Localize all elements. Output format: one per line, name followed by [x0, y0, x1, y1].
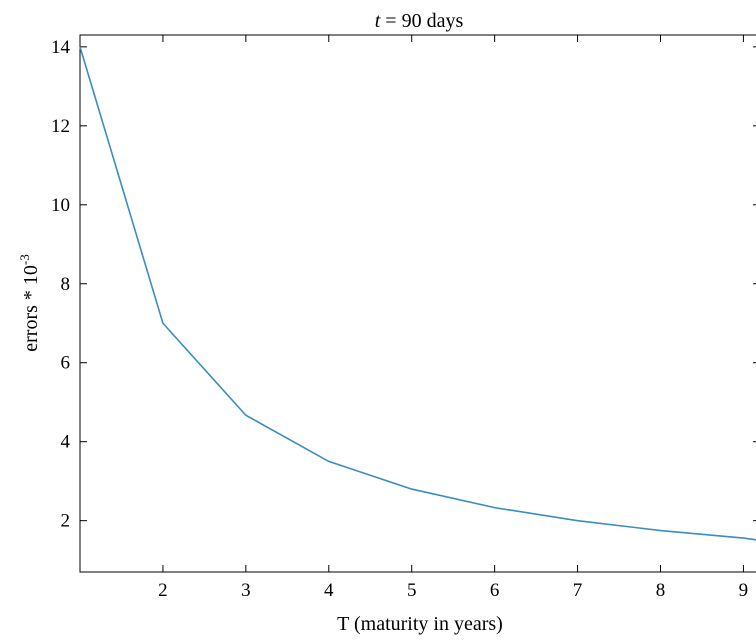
- series-layer: [79, 46, 756, 541]
- y-tick-label: 2: [61, 511, 71, 532]
- y-tick-label: 12: [51, 116, 70, 137]
- x-tick-label: 3: [241, 580, 251, 601]
- y-tick-label: 6: [61, 353, 71, 374]
- series-line: [79, 46, 756, 541]
- x-tick-label: 6: [490, 580, 500, 601]
- y-axis-label: errors * 10-3: [17, 254, 42, 351]
- x-tick-label: 7: [573, 580, 583, 601]
- title-rest: = 90 days: [380, 10, 463, 32]
- x-tick-label: 9: [739, 580, 749, 601]
- y-axis-label-main: errors * 10: [20, 265, 42, 352]
- x-tick-label: 5: [407, 580, 417, 601]
- y-tick-label: 14: [51, 37, 71, 58]
- y-tick-label: 10: [51, 195, 70, 216]
- x-axis-ticks: 2 3 4 5 6 7 8 9: [158, 35, 748, 601]
- x-axis-label: T (maturity in years): [337, 613, 503, 635]
- title-italic-var: t: [375, 10, 381, 32]
- y-axis-ticks: 2 4 6 8 10 12 14: [51, 37, 756, 532]
- x-tick-label: 2: [158, 580, 168, 601]
- y-axis-label-exponent: -3: [17, 254, 32, 265]
- chart-title: t = 90 days: [375, 10, 464, 32]
- y-tick-label: 4: [61, 432, 71, 453]
- x-tick-label: 4: [324, 580, 334, 601]
- y-tick-label: 8: [61, 274, 71, 295]
- x-tick-label: 8: [656, 580, 666, 601]
- plot-frame: [79, 34, 756, 573]
